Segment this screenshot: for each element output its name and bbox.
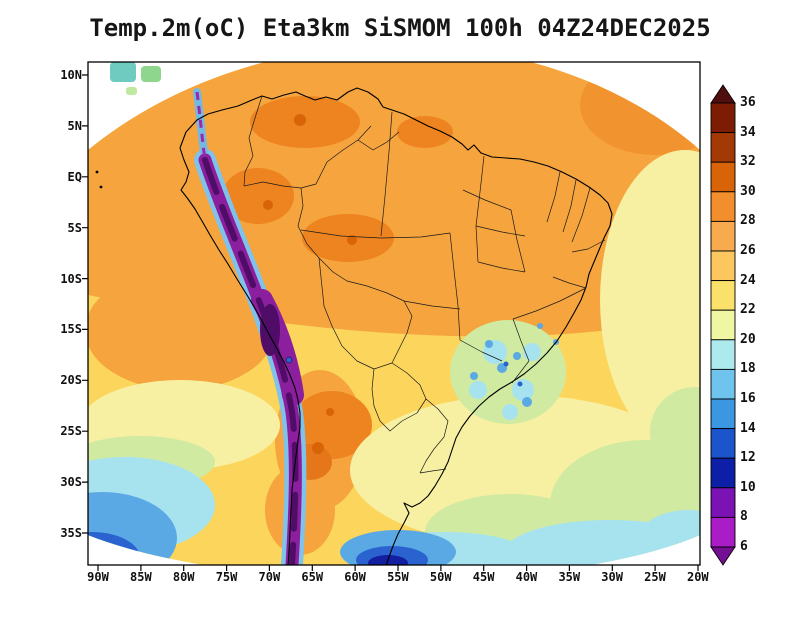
temperature-field (88, 62, 700, 565)
map-frame (87, 61, 701, 566)
lat-tick-label: 20S (60, 373, 82, 388)
lon-tick-label: 40W (515, 570, 538, 584)
lon-tick-label: 50W (429, 570, 452, 584)
colorbar-tick-label: 18 (740, 361, 756, 377)
lat-tick-label: 25S (60, 424, 82, 439)
colorbar-tick-label: 14 (740, 420, 756, 436)
lon-tick-label: 90W (87, 570, 109, 584)
lat-tick-label: 10N (60, 68, 82, 82)
colorbar-tick-label: 12 (740, 450, 756, 466)
lat-axis: 10N 5N EQ 5S 10S 15S 20S 25S 30S 35S (30, 67, 82, 541)
lon-tick-label: 25W (644, 570, 666, 584)
lon-tick-label: 70W (258, 570, 281, 584)
country-borders (243, 95, 606, 474)
lon-axis: 90W 85W 80W 75W 70W 65W 60W 55W 50W 45W … (78, 569, 718, 585)
lon-tick-label: 35W (558, 570, 581, 584)
colorbar-tick-label: 8 (740, 509, 748, 525)
colorbar-tick-label: 30 (740, 183, 756, 199)
lat-tick-label: 10S (60, 271, 82, 286)
colorbar-tick-label: 16 (740, 390, 756, 406)
coastline (179, 87, 613, 565)
colorbar-tick-label: 24 (740, 272, 756, 288)
lat-tick-label: 15S (60, 322, 82, 337)
colorbar-tick-label: 26 (740, 242, 756, 258)
lat-axis-ticks (82, 74, 88, 534)
lon-axis-ticks (97, 565, 699, 571)
page-title: Temp.2m(oC) Eta3km SiSMOM 100h 04Z24DEC2… (89, 14, 711, 42)
colorbar-axis: 36 34 32 30 28 26 24 22 20 18 16 14 12 1… (740, 95, 774, 555)
lat-tick-label: EQ (67, 169, 82, 184)
lon-tick-label: 20W (686, 570, 709, 584)
lat-tick-label: 5S (67, 220, 82, 235)
lon-tick-label: 75W (215, 570, 238, 584)
lon-tick-label: 60W (344, 570, 366, 584)
lon-tick-label: 85W (130, 570, 152, 584)
lat-tick-label: 5N (67, 118, 82, 133)
caribbean-patches (110, 62, 161, 95)
colorbar-tick-label: 20 (740, 331, 756, 347)
colorbar-tick-label: 36 (740, 95, 756, 110)
colorbar (710, 84, 736, 566)
colorbar-tick-label: 10 (740, 479, 756, 495)
lon-tick-label: 80W (172, 570, 195, 584)
galapagos-dots (95, 170, 103, 189)
colorbar-tick-label: 34 (740, 124, 756, 140)
andes-ridge (193, 88, 307, 565)
lat-tick-label: 35S (60, 525, 82, 540)
lon-tick-label: 45W (472, 570, 495, 584)
colorbar-tick-label: 28 (740, 213, 756, 229)
lon-tick-label: 65W (301, 570, 324, 584)
colorbar-tick-label: 32 (740, 154, 756, 170)
colorbar-tick-label: 6 (740, 538, 748, 554)
lat-tick-label: 30S (60, 475, 82, 489)
map-domain (88, 62, 700, 565)
colorbar-tick-label: 22 (740, 302, 756, 318)
lon-tick-label: 55W (387, 570, 409, 584)
lon-tick-label: 30W (601, 570, 623, 584)
